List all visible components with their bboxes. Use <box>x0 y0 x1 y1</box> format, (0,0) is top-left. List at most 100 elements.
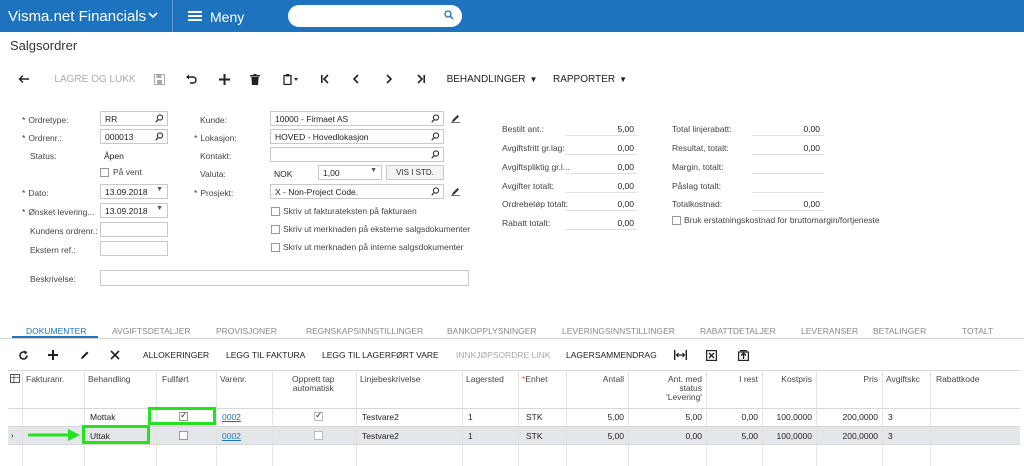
customer-order-field[interactable] <box>100 222 168 237</box>
cell-price[interactable]: 200,0000 <box>842 431 878 441</box>
print-internal-note-checkbox[interactable] <box>271 243 280 252</box>
header-vat-code[interactable]: Avgiftskc <box>886 374 920 384</box>
cell-qty[interactable]: 5,00 <box>607 412 624 422</box>
search-icon[interactable] <box>444 10 454 22</box>
dropdown-icon[interactable]: ▼ <box>156 205 163 212</box>
back-icon[interactable] <box>14 66 34 92</box>
previous-record-icon[interactable] <box>347 66 365 92</box>
grid-settings-icon[interactable] <box>10 374 20 385</box>
tab-payments[interactable]: BETALINGER <box>873 326 927 336</box>
cell-vat-code[interactable]: 3 <box>888 412 893 422</box>
allocations-button[interactable]: ALLOKERINGER <box>143 350 210 360</box>
search-icon[interactable] <box>431 150 440 161</box>
delete-icon[interactable] <box>246 66 264 92</box>
edit-row-icon[interactable] <box>80 346 96 364</box>
tab-discount-details[interactable]: RABATTDETALJER <box>700 326 776 336</box>
tab-vat-details[interactable]: AVGIFTSDETALJER <box>112 326 191 336</box>
header-qty-delivery-status[interactable]: Ant. med status 'Levering' <box>666 374 702 402</box>
cell-auto-create-checkbox[interactable] <box>314 431 323 440</box>
edit-icon[interactable] <box>448 184 462 199</box>
cell-remaining[interactable]: 0,00 <box>741 412 758 422</box>
tab-bank-info[interactable]: BANKOPPLYSNINGER <box>447 326 537 336</box>
dropdown-icon[interactable]: ▼ <box>156 186 163 193</box>
header-cost-price[interactable]: Kostpris <box>781 374 812 384</box>
view-std-button[interactable]: VIS I STD. <box>386 165 444 180</box>
add-stock-item-button[interactable]: LEGG TIL LAGERFØRT VARE <box>322 350 439 360</box>
tab-deliveries[interactable]: LEVERANSER <box>801 326 859 336</box>
copy-paste-icon[interactable] <box>280 66 302 92</box>
save-close-button[interactable]: LAGRE OG LUKK <box>54 73 136 85</box>
ordertype-field[interactable]: RR <box>100 111 168 126</box>
cell-completed-checkbox[interactable] <box>179 410 188 421</box>
search-icon[interactable] <box>431 187 440 198</box>
cell-warehouse[interactable]: 1 <box>468 431 473 441</box>
header-price[interactable]: Pris <box>863 374 878 384</box>
edit-icon[interactable] <box>448 111 462 126</box>
replacement-cost-checkbox[interactable] <box>672 216 681 225</box>
tab-documents[interactable]: DOKUMENTER <box>26 326 87 336</box>
print-invoice-text-checkbox[interactable] <box>271 207 280 216</box>
desired-delivery-field[interactable]: 13.09.2018 ▼ <box>100 203 168 218</box>
search-input[interactable] <box>288 5 462 27</box>
header-remaining[interactable]: I rest <box>739 374 758 384</box>
ordernr-field[interactable]: 000013 <box>100 129 168 144</box>
undo-icon[interactable] <box>182 66 200 92</box>
tab-delivery-settings[interactable]: LEVERINGSINNSTILLINGER <box>562 326 675 336</box>
cell-line-description[interactable]: Testvare2 <box>362 431 399 441</box>
purchase-order-link-button[interactable]: INNKJØPSORDRE LINK <box>456 350 551 360</box>
cell-cost-price[interactable]: 100,0000 <box>776 431 812 441</box>
cell-qty[interactable]: 5,00 <box>607 431 624 441</box>
cell-item-nr-link[interactable]: 0002 <box>222 431 241 441</box>
search-icon[interactable] <box>431 114 440 125</box>
cell-qty-delivery-status[interactable]: 0,00 <box>685 431 702 441</box>
customer-field[interactable]: 10000 - Firmaet AS <box>270 111 444 126</box>
header-auto-create[interactable]: Opprett tap automatisk <box>292 374 335 393</box>
chevron-down-icon[interactable] <box>148 11 158 21</box>
header-discount-code[interactable]: Rabattkode <box>936 374 980 384</box>
add-invoice-button[interactable]: LEGG TIL FAKTURA <box>226 350 306 360</box>
search-icon[interactable] <box>155 114 164 125</box>
cell-completed-checkbox[interactable] <box>179 431 188 440</box>
menu-button[interactable]: Meny <box>188 8 244 26</box>
date-field[interactable]: 13.09.2018 ▼ <box>100 184 168 199</box>
print-external-note-checkbox[interactable] <box>271 225 280 234</box>
cell-processing[interactable]: Mottak <box>90 412 116 422</box>
app-title[interactable]: Visma.net Financials <box>8 8 147 25</box>
refresh-icon[interactable] <box>18 346 34 364</box>
header-invoice-nr[interactable]: Fakturanr. <box>26 374 65 384</box>
header-line-description[interactable]: Linjebeskrivelse <box>360 374 421 384</box>
header-completed[interactable]: Fullført <box>162 374 189 384</box>
header-qty[interactable]: Antall <box>602 374 624 384</box>
project-field[interactable]: X - Non-Project Code. <box>270 184 444 199</box>
next-record-icon[interactable] <box>380 66 398 92</box>
add-icon[interactable] <box>215 66 233 92</box>
last-record-icon[interactable] <box>412 66 430 92</box>
header-processing[interactable]: Behandling <box>88 374 131 384</box>
cell-cost-price[interactable]: 100,0000 <box>776 412 812 422</box>
upload-icon[interactable] <box>738 346 754 364</box>
stock-summary-button[interactable]: LAGERSAMMENDRAG <box>566 350 657 360</box>
external-ref-field[interactable] <box>100 241 168 256</box>
cell-unit[interactable]: STK <box>526 431 543 441</box>
hold-checkbox[interactable] <box>100 168 109 177</box>
search-icon[interactable] <box>155 132 164 143</box>
contact-field[interactable] <box>270 147 444 162</box>
description-field[interactable] <box>100 270 469 286</box>
header-warehouse[interactable]: Lagersted <box>466 374 504 384</box>
exchange-rate-field[interactable]: 1,00 ▼ <box>318 165 382 180</box>
tab-total[interactable]: TOTALT <box>962 326 994 336</box>
header-unit[interactable]: *Enhet <box>522 374 548 384</box>
delete-row-icon[interactable] <box>110 346 126 364</box>
header-item-nr[interactable]: Varenr. <box>220 374 247 384</box>
cell-remaining[interactable]: 5,00 <box>741 431 758 441</box>
first-record-icon[interactable] <box>316 66 334 92</box>
processing-menu[interactable]: BEHANDLINGER ▼ <box>446 66 538 92</box>
fit-columns-icon[interactable] <box>674 346 690 364</box>
cell-line-description[interactable]: Testvare2 <box>362 412 399 422</box>
dropdown-icon[interactable]: ▼ <box>370 167 377 174</box>
search-icon[interactable] <box>431 132 440 143</box>
cell-qty-delivery-status[interactable]: 5,00 <box>685 412 702 422</box>
save-icon[interactable] <box>150 66 168 92</box>
cell-unit[interactable]: STK <box>526 412 543 422</box>
add-row-icon[interactable] <box>48 346 64 364</box>
